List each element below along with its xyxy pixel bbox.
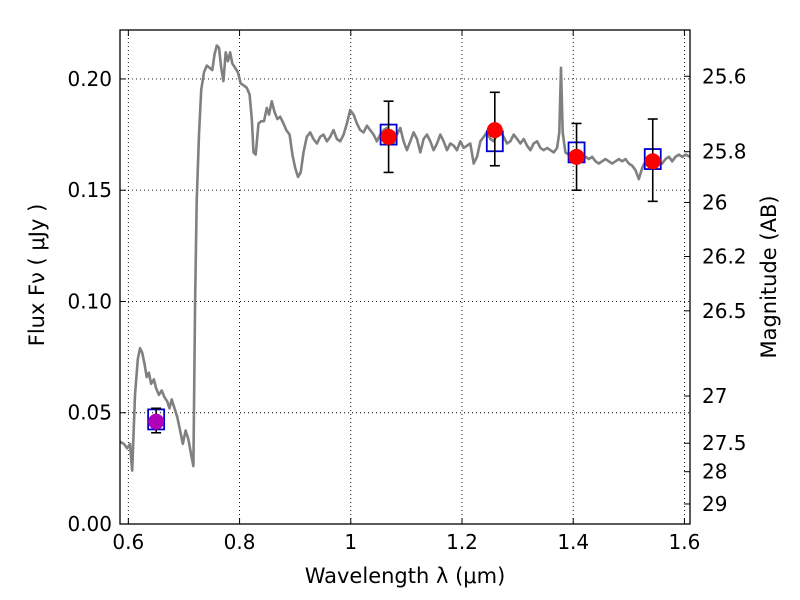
y2-tick-label: 29 (702, 492, 727, 516)
photometry-point (568, 148, 585, 165)
x-tick-label: 1.2 (446, 530, 478, 554)
x-tick-label: 1.4 (557, 530, 589, 554)
model-series (147, 123, 662, 431)
axis-ticks: 0.6 0.8 1 1.2 1.4 1.6 0.00 0.05 0.10 0.15 0.20 25.6… (67, 30, 747, 554)
y-tick-label: 0.10 (67, 289, 112, 313)
y2-tick-label: 25.8 (702, 140, 747, 164)
y2-tick-label: 25.6 (702, 64, 747, 88)
spectrum-line (119, 44, 691, 472)
photometry-point (486, 122, 503, 139)
x-tick-label: 0.6 (112, 530, 144, 554)
y-tick-label: 0.00 (67, 512, 112, 536)
y-axis-label: Flux Fν ( μJy ) (25, 204, 49, 347)
y2-tick-label: 26.2 (702, 245, 747, 269)
x-tick-label: 0.8 (224, 530, 256, 554)
y2-tick-label: 26 (702, 190, 727, 214)
photometry-point (380, 128, 397, 145)
photometry-point (148, 413, 165, 430)
y2-axis-label: Magnitude (AB) (757, 195, 781, 358)
y-tick-label: 0.15 (67, 178, 112, 202)
y-tick-label: 0.05 (67, 401, 112, 425)
y2-tick-label: 27.5 (702, 431, 747, 455)
y2-tick-label: 28 (702, 460, 727, 484)
x-tick-label: 1.6 (669, 530, 701, 554)
y2-tick-label: 26.5 (702, 299, 747, 323)
y-tick-label: 0.20 (67, 67, 112, 91)
photometry-point (644, 153, 661, 170)
spectrum-series (119, 44, 691, 472)
grid (120, 30, 690, 524)
y2-tick-label: 27 (702, 384, 727, 408)
photometry-series (148, 91, 661, 434)
plot-frame (119, 29, 691, 525)
x-axis-label: Wavelength λ (μm) (305, 564, 506, 588)
x-tick-label: 1 (344, 530, 357, 554)
